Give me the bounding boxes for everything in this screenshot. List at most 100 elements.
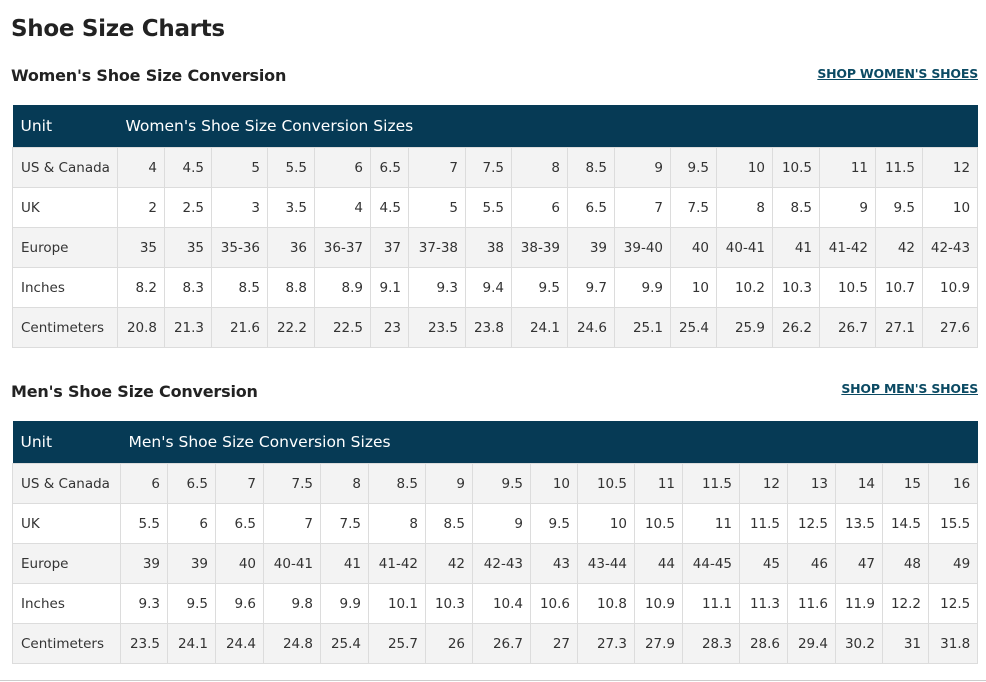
size-cell: 9.5 bbox=[530, 503, 578, 544]
size-cell: 47 bbox=[835, 543, 883, 584]
size-cell: 15 bbox=[882, 463, 929, 504]
divider bbox=[0, 680, 986, 681]
size-cell: 9.8 bbox=[263, 583, 321, 624]
header-row: Unit Men's Shoe Size Conversion Sizes bbox=[12, 421, 978, 464]
size-cell: 6.5 bbox=[215, 503, 264, 544]
size-cell: 42 bbox=[875, 227, 923, 268]
shop-mens-shoes-link[interactable]: SHOP MEN'S SHOES bbox=[841, 381, 978, 396]
size-cell: 5 bbox=[211, 147, 268, 188]
size-cell: 6.5 bbox=[167, 463, 216, 504]
size-cell: 44 bbox=[634, 543, 683, 584]
size-cell: 40-41 bbox=[716, 227, 773, 268]
size-cell: 21.3 bbox=[164, 307, 212, 348]
size-cell: 23.5 bbox=[408, 307, 466, 348]
shop-womens-shoes-link[interactable]: SHOP WOMEN'S SHOES bbox=[817, 66, 978, 81]
size-cell: 10.5 bbox=[772, 147, 820, 188]
size-cell: 26.7 bbox=[472, 623, 531, 664]
size-cell: 9.6 bbox=[215, 583, 264, 624]
unit-cell: US & Canada bbox=[12, 147, 118, 188]
size-cell: 26 bbox=[425, 623, 473, 664]
size-cell: 8 bbox=[511, 147, 568, 188]
size-cell: 24.6 bbox=[567, 307, 615, 348]
size-cell: 43-44 bbox=[577, 543, 635, 584]
size-cell: 11.6 bbox=[787, 583, 836, 624]
unit-cell: UK bbox=[12, 187, 118, 228]
size-cell: 4 bbox=[117, 147, 165, 188]
unit-cell: UK bbox=[12, 503, 121, 544]
size-cell: 9.3 bbox=[408, 267, 466, 308]
size-cell: 9 bbox=[425, 463, 473, 504]
sizes-header: Women's Shoe Size Conversion Sizes bbox=[117, 105, 978, 148]
size-cell: 12.5 bbox=[927, 583, 979, 624]
size-cell: 24.1 bbox=[167, 623, 216, 664]
unit-cell: Centimeters bbox=[12, 623, 121, 664]
size-cell: 9.5 bbox=[167, 583, 216, 624]
size-cell: 40 bbox=[215, 543, 264, 584]
size-cell: 46 bbox=[787, 543, 836, 584]
size-cell: 35 bbox=[117, 227, 165, 268]
size-cell: 31 bbox=[882, 623, 929, 664]
size-cell: 10 bbox=[670, 267, 717, 308]
size-cell: 10.9 bbox=[921, 267, 979, 308]
size-cell: 35 bbox=[164, 227, 212, 268]
size-cell: 11 bbox=[634, 463, 683, 504]
table-row: Centimeters 20.8 21.3 21.6 22.2 22.5 23 23.5 23.… bbox=[12, 307, 979, 348]
size-cell: 16 bbox=[927, 463, 979, 504]
size-cell: 39 bbox=[167, 543, 216, 584]
size-cell: 10.1 bbox=[368, 583, 426, 624]
size-cell: 9.9 bbox=[320, 583, 369, 624]
size-cell: 8.3 bbox=[164, 267, 212, 308]
unit-cell: Europe bbox=[12, 227, 118, 268]
size-cell: 9.5 bbox=[472, 463, 531, 504]
unit-cell: Centimeters bbox=[12, 307, 118, 348]
size-cell: 11.9 bbox=[835, 583, 883, 624]
size-cell: 10.5 bbox=[577, 463, 635, 504]
header-row: Unit Women's Shoe Size Conversion Sizes bbox=[12, 105, 978, 148]
size-cell: 44-45 bbox=[682, 543, 740, 584]
unit-header: Unit bbox=[12, 421, 121, 464]
size-cell: 13.5 bbox=[835, 503, 883, 544]
size-cell: 24.1 bbox=[511, 307, 568, 348]
size-cell: 26.7 bbox=[819, 307, 876, 348]
size-cell: 10 bbox=[577, 503, 635, 544]
size-cell: 22.2 bbox=[267, 307, 315, 348]
table-row: US & Canada 4 4.5 5 5.5 6 6.5 7 7.5 8 8.5 9 9.5 10 10.… bbox=[12, 147, 979, 188]
size-cell: 28.3 bbox=[682, 623, 740, 664]
size-cell: 39 bbox=[120, 543, 168, 584]
size-cell: 5.5 bbox=[120, 503, 168, 544]
size-cell: 4.5 bbox=[370, 187, 409, 228]
size-cell: 10.2 bbox=[716, 267, 773, 308]
size-cell: 12.2 bbox=[882, 583, 929, 624]
size-cell: 10.3 bbox=[772, 267, 820, 308]
size-cell: 27.9 bbox=[634, 623, 683, 664]
size-cell: 9.9 bbox=[614, 267, 671, 308]
size-cell: 38 bbox=[465, 227, 512, 268]
size-cell: 29.4 bbox=[787, 623, 836, 664]
table-row: UK 5.5 6 6.5 7 7.5 8 8.5 9 9.5 10 10.5 11 11.5 12.5 13.… bbox=[12, 503, 979, 544]
unit-cell: Inches bbox=[12, 267, 118, 308]
unit-cell: US & Canada bbox=[12, 463, 121, 504]
men-section-title: Men's Shoe Size Conversion bbox=[11, 382, 258, 401]
size-cell: 26.2 bbox=[772, 307, 820, 348]
men-size-table: Unit Men's Shoe Size Conversion Sizes US &… bbox=[12, 421, 979, 664]
size-cell: 7 bbox=[263, 503, 321, 544]
size-cell: 38-39 bbox=[511, 227, 568, 268]
size-cell: 10 bbox=[921, 187, 979, 228]
size-cell: 10.9 bbox=[634, 583, 683, 624]
size-cell: 12.5 bbox=[787, 503, 836, 544]
size-cell: 2 bbox=[117, 187, 165, 228]
table-row: Inches 8.2 8.3 8.5 8.8 8.9 9.1 9.3 9.4 9.5 9.7 9.9 1… bbox=[12, 267, 979, 308]
size-cell: 9.1 bbox=[370, 267, 409, 308]
size-cell: 37-38 bbox=[408, 227, 466, 268]
size-cell: 24.8 bbox=[263, 623, 321, 664]
size-cell: 9 bbox=[472, 503, 531, 544]
women-size-table: Unit Women's Shoe Size Conversion Sizes US… bbox=[12, 105, 979, 348]
women-section-title: Women's Shoe Size Conversion bbox=[11, 66, 287, 85]
size-cell: 5 bbox=[408, 187, 466, 228]
size-cell: 9.5 bbox=[670, 147, 717, 188]
size-cell: 6 bbox=[167, 503, 216, 544]
size-cell: 11 bbox=[682, 503, 740, 544]
size-cell: 11 bbox=[819, 147, 876, 188]
size-cell: 10.5 bbox=[819, 267, 876, 308]
size-cell: 11.5 bbox=[875, 147, 923, 188]
